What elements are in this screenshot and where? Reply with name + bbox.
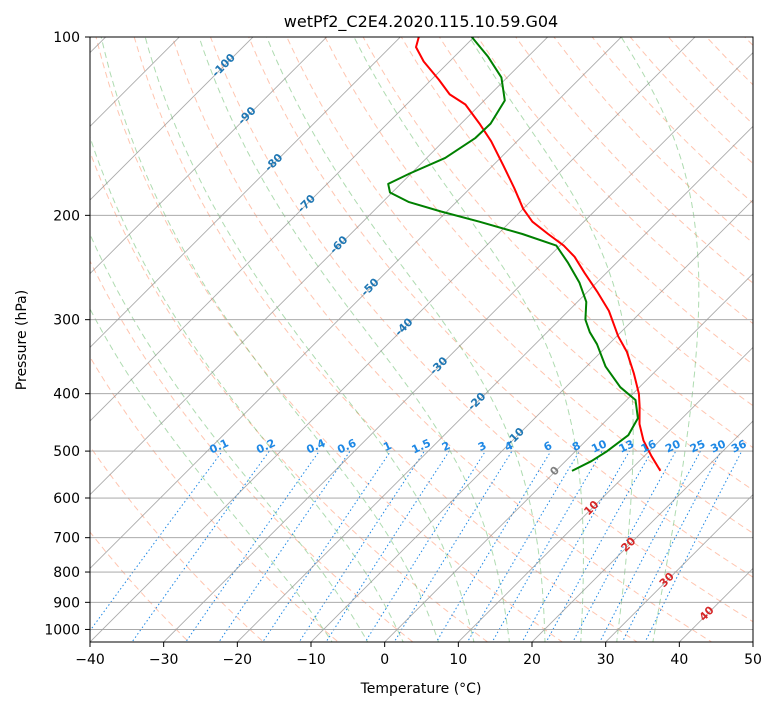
moist-adiabat-line — [90, 232, 369, 642]
moist-adiabat-line — [90, 308, 333, 642]
dewpoint-line — [387, 37, 639, 472]
x-tick-label: −20 — [223, 652, 253, 668]
isotherm-line — [90, 37, 328, 275]
dry-adiabat-line — [171, 37, 713, 642]
dry-adiabat-line — [248, 37, 753, 578]
x-tick-label: 30 — [597, 652, 615, 668]
mixing-ratio-label: 10 — [589, 437, 609, 455]
isotherm-line — [605, 494, 753, 642]
x-tick-label: 40 — [670, 652, 688, 668]
isotherm-line — [90, 37, 475, 422]
plot-background — [90, 37, 753, 642]
dry-adiabat-line — [95, 37, 564, 642]
x-tick-label: −10 — [296, 652, 326, 668]
y-tick-label: 300 — [53, 313, 80, 329]
moist-adiabat-line — [620, 37, 700, 642]
y-axis: 1000 900 800 700 600 500 400 300 200 100 — [44, 30, 90, 638]
x-axis: −40 −30 −20 −10 0 10 20 30 40 50 — [75, 642, 762, 668]
mixing-ratio-label: 36 — [729, 437, 749, 455]
isotherm-line — [90, 37, 622, 569]
dry-adiabat-line — [90, 259, 414, 642]
moist-adiabat-line — [266, 37, 546, 642]
dry-adiabat-line — [133, 37, 638, 642]
x-axis-title: Temperature (°C) — [360, 681, 482, 697]
isotherm-line — [90, 37, 696, 642]
mixing-ratio-label: 30 — [708, 437, 728, 455]
chart-title: wetPf2_C2E4.2020.115.10.59.G04 — [284, 12, 558, 32]
dry-adiabat-line — [209, 37, 753, 623]
dry-adiabat-line — [90, 150, 489, 642]
mixing-ratio-label: 25 — [688, 437, 707, 455]
y-tick-label: 700 — [53, 531, 80, 547]
temperature-line — [415, 37, 662, 472]
dry-adiabat-line — [90, 445, 265, 642]
moist-adiabat-line — [144, 37, 475, 642]
dry-adiabat-line — [90, 356, 339, 642]
dry-adiabat-line — [515, 37, 753, 284]
x-tick-label: 10 — [449, 652, 467, 668]
isotherm-line — [90, 37, 180, 127]
isotherm-line — [90, 37, 401, 348]
plot-frame — [89, 36, 754, 643]
isotherm-line — [90, 37, 254, 201]
x-tick-label: −30 — [149, 652, 179, 668]
y-tick-label: 900 — [53, 595, 80, 611]
x-tick-label: 50 — [744, 652, 762, 668]
isotherm-line — [90, 37, 549, 496]
isotherm-line — [163, 52, 753, 642]
y-tick-label: 400 — [53, 387, 80, 403]
y-tick-label: 200 — [53, 208, 80, 224]
dry-adiabat-line — [90, 531, 190, 642]
dry-adiabat-line — [324, 37, 753, 491]
sounding-series — [387, 37, 662, 472]
isotherm-line — [236, 125, 753, 642]
mixing-ratio-label: 13 — [617, 437, 636, 455]
y-tick-label: 800 — [53, 565, 80, 581]
isotherm-line — [457, 346, 753, 642]
y-tick-label: 1000 — [44, 622, 80, 638]
isotherm-line — [384, 273, 753, 642]
moist-adiabat-line — [353, 37, 584, 642]
mixing-ratio-label: 20 — [663, 437, 683, 455]
mixing-ratio-label: 16 — [639, 437, 659, 455]
moist-adiabat-line — [90, 135, 404, 642]
y-tick-label: 500 — [53, 444, 80, 460]
background-lines — [90, 37, 753, 642]
moist-adiabat-line — [198, 37, 510, 642]
dry-adiabat-line — [362, 37, 753, 449]
x-tick-label: −40 — [75, 652, 105, 668]
y-tick-label: 100 — [53, 30, 80, 46]
x-tick-label: 0 — [380, 652, 389, 668]
y-axis-title: Pressure (hPa) — [14, 290, 30, 390]
isotherm-line — [531, 420, 753, 642]
x-tick-label: 20 — [523, 652, 541, 668]
isotherm-line — [310, 199, 753, 642]
y-tick-label: 600 — [53, 491, 80, 507]
